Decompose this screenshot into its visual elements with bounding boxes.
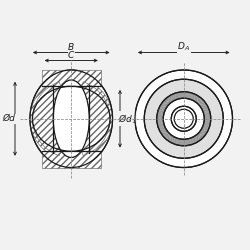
Ellipse shape: [53, 80, 89, 158]
Circle shape: [157, 92, 211, 146]
Text: Ød: Ød: [2, 114, 15, 123]
Ellipse shape: [30, 70, 112, 168]
Circle shape: [174, 109, 193, 128]
Bar: [42, 151, 101, 168]
Circle shape: [171, 106, 196, 131]
Text: B: B: [68, 42, 74, 51]
Bar: [42, 70, 101, 86]
Text: Ød$_1$: Ød$_1$: [118, 112, 136, 126]
Wedge shape: [32, 82, 66, 156]
Bar: [42, 70, 101, 86]
Wedge shape: [77, 82, 110, 156]
Wedge shape: [30, 80, 62, 158]
Ellipse shape: [32, 86, 110, 151]
Wedge shape: [80, 80, 112, 158]
Circle shape: [144, 79, 223, 158]
Circle shape: [135, 70, 232, 168]
Text: C: C: [68, 50, 74, 59]
Text: D$_A$: D$_A$: [177, 41, 190, 53]
Bar: [42, 151, 101, 168]
Circle shape: [163, 98, 204, 139]
